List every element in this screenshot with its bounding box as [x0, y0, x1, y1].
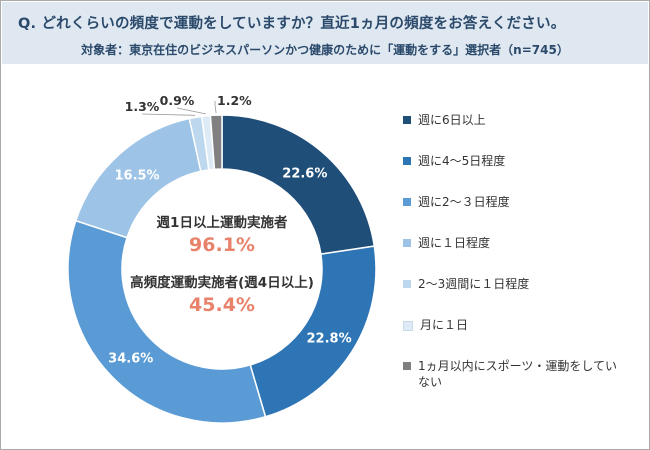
callout-line-2-3weeks — [141, 113, 196, 116]
legend-item-6days: 週に6日以上 — [403, 112, 628, 128]
legend-label-1day: 週に１日程度 — [418, 236, 491, 250]
slice-label-2-3weeks: 1.3% — [125, 99, 160, 114]
legend-label-monthly: 月に１日 — [420, 318, 469, 332]
slice-label-6days: 22.6% — [282, 167, 327, 182]
slice-label-2-3days: 34.6% — [108, 351, 153, 366]
callout-line-none — [214, 101, 217, 114]
center-value-high-frequency: 45.4% — [189, 294, 255, 316]
legend-item-2-3weeks: 2～3週間に１日程度 — [403, 276, 628, 292]
legend-swatch-2-3weeks — [403, 280, 411, 288]
legend-item-none: 1ヵ月以内にスポーツ・運動をしていない — [403, 358, 618, 390]
legend-label-2-3days: 週に2～３日程度 — [418, 195, 510, 209]
legend-item-1day: 週に１日程度 — [403, 235, 628, 251]
legend-swatch-6days — [403, 116, 411, 124]
legend-item-monthly: 月に１日 — [403, 317, 630, 333]
legend-item-2-3days: 週に2～３日程度 — [403, 194, 628, 210]
legend-label-4-5days: 週に4～5日程度 — [418, 154, 506, 168]
center-label-weekly: 週1日以上運動実施者 — [157, 214, 288, 231]
slice-label-none: 1.2% — [217, 93, 252, 108]
slice-label-4-5days: 22.8% — [307, 331, 352, 346]
legend-swatch-1day — [403, 239, 411, 247]
legend-label-6days: 週に6日以上 — [418, 113, 486, 127]
legend-swatch-2-3days — [403, 198, 411, 206]
legend-label-none: 1ヵ月以内にスポーツ・運動をしていない — [418, 359, 618, 389]
center-label-high-frequency: 高頻度運動実施者(週4日以上) — [130, 274, 314, 291]
chart-header: Q. どれくらいの頻度で運動をしていますか？直近1ヵ月の頻度をお答えください。 … — [2, 2, 648, 64]
legend-label-2-3weeks: 2～3週間に１日程度 — [418, 277, 530, 291]
legend-item-4-5days: 週に4～5日程度 — [403, 153, 628, 169]
callout-line-monthly — [176, 107, 206, 115]
legend-swatch-4-5days — [403, 157, 411, 165]
question-title: Q. どれくらいの頻度で運動をしていますか？直近1ヵ月の頻度をお答えください。 — [18, 16, 566, 32]
legend-swatch-none — [403, 362, 411, 370]
respondent-subtitle: 対象者：東京在住のビジネスパーソンかつ健康のために「運動をする」選択者（n=74… — [81, 43, 569, 57]
slice-label-monthly: 0.9% — [160, 93, 195, 108]
slice-2-3days — [67, 219, 267, 424]
slice-label-1day: 16.5% — [114, 169, 159, 184]
legend-swatch-monthly — [403, 321, 413, 331]
slice-none — [209, 114, 223, 171]
center-value-weekly: 96.1% — [189, 234, 255, 256]
